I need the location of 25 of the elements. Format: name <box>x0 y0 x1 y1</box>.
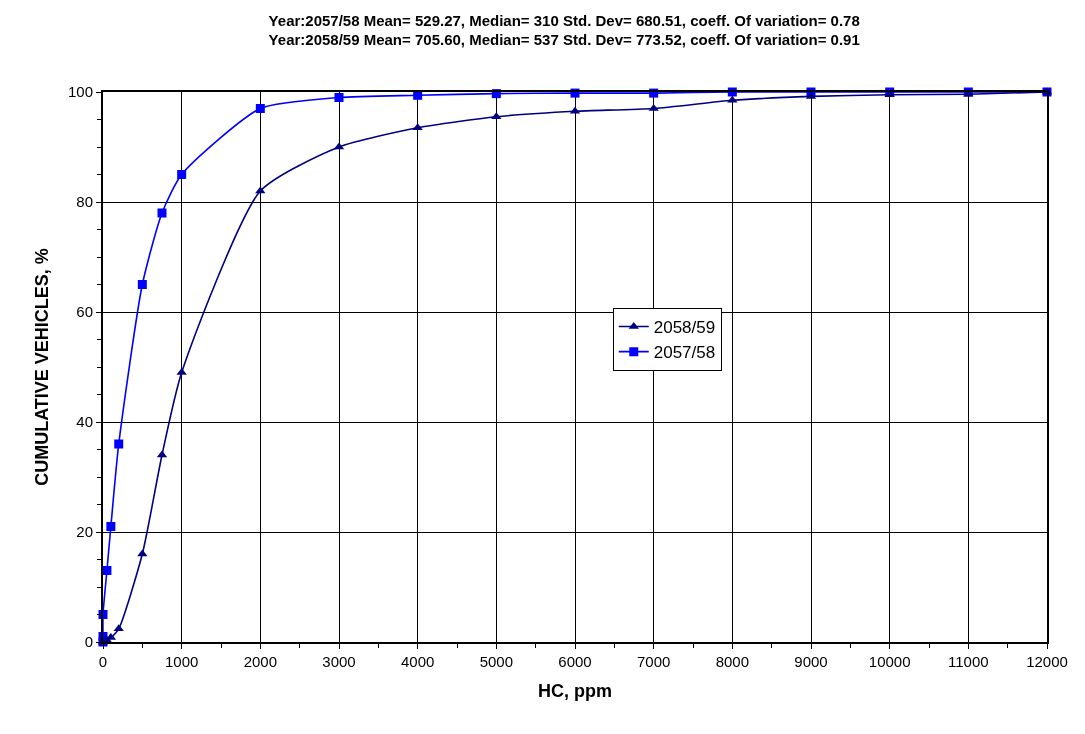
y-tick-label: 60 <box>76 303 93 321</box>
x-tick-label: 8000 <box>715 653 750 670</box>
chart-title: Year:2057/58 Mean= 529.27, Median= 310 Std. Dev= 680.51, coeff. Of variation= 0.78 <box>268 11 860 29</box>
y-tick-label: 80 <box>76 193 93 211</box>
legend-label: 2057/58 <box>653 343 716 363</box>
x-tick-label: 0 <box>98 653 108 670</box>
legend-label: 2058/59 <box>653 318 716 338</box>
y-tick-label: 20 <box>76 523 93 541</box>
y-tick-label: 100 <box>67 83 93 101</box>
y-tick-label: 0 <box>84 633 93 651</box>
x-tick-label: 7000 <box>636 653 671 670</box>
x-tick-label: 11000 <box>948 653 989 670</box>
x-tick-label: 5000 <box>479 653 514 670</box>
y-tick-label: 40 <box>76 413 93 431</box>
x-tick-label: 10000 <box>868 653 911 670</box>
x-tick-label: 6000 <box>558 653 592 670</box>
x-tick-label: 4000 <box>400 653 435 670</box>
x-tick-label: 3000 <box>322 653 356 670</box>
x-tick-label: 2000 <box>243 653 278 670</box>
x-tick-label: 12000 <box>1026 653 1068 670</box>
x-tick-label: 1000 <box>164 653 199 670</box>
x-tick-label: 9000 <box>794 653 828 670</box>
chart-subtitle: Year:2058/59 Mean= 705.60, Median= 537 Std. Dev= 773.52, coeff. Of variation= 0.91 <box>268 31 860 49</box>
y-axis-title: CUMULATIVE VEHICLES, % <box>31 248 52 486</box>
x-axis-title: HC, ppm <box>538 680 612 701</box>
